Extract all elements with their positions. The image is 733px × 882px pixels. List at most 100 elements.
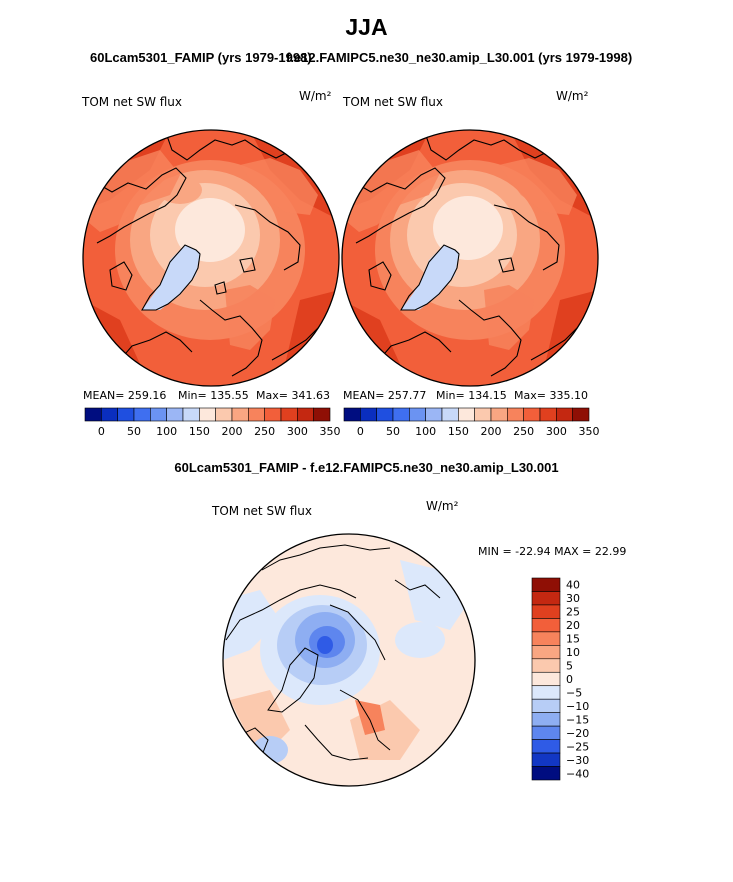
colorbar-swatch [531, 725, 561, 740]
colorbar-swatch [523, 407, 541, 422]
colorbar-tick-label: 250 [513, 425, 534, 438]
left-colorbar: 0 50 100 150 200 250 300 350 [84, 407, 341, 438]
right-max: Max= 335.10 [514, 389, 588, 402]
colorbar-swatch [133, 407, 151, 422]
right-min: Min= 134.15 [436, 389, 507, 402]
diff-variable-label: TOM net SW flux [212, 504, 313, 518]
colorbar-swatch [531, 591, 561, 606]
right-polar-map [341, 129, 599, 387]
colorbar-tick-label: −25 [566, 740, 589, 753]
right-variable-label: TOM net SW flux [343, 95, 444, 109]
colorbar-tick-label: 150 [448, 425, 469, 438]
colorbar-tick-label: 100 [156, 425, 177, 438]
colorbar-swatch [531, 698, 561, 713]
colorbar-swatch [360, 407, 377, 422]
colorbar-swatch [531, 577, 561, 592]
colorbar-swatch [531, 658, 561, 673]
colorbar-swatch [313, 407, 331, 422]
colorbar-swatch [531, 712, 561, 727]
colorbar-swatch [343, 407, 361, 422]
colorbar-tick-label: 100 [415, 425, 436, 438]
left-units-label: W/m² [299, 89, 332, 103]
colorbar-swatch [556, 407, 573, 422]
right-units-label: W/m² [556, 89, 589, 103]
colorbar-tick-label: 50 [127, 425, 141, 438]
colorbar-swatch [531, 645, 561, 660]
colorbar-tick-label: −40 [566, 767, 589, 780]
colorbar-swatch [531, 671, 561, 687]
diff-units-label: W/m² [426, 499, 459, 513]
figure-title: JJA [345, 14, 388, 40]
colorbar-tick-label: 30 [566, 592, 580, 605]
colorbar-swatch [458, 407, 475, 422]
colorbar-swatch [531, 685, 561, 700]
colorbar-tick-label: −15 [566, 713, 589, 726]
colorbar-swatch [215, 407, 233, 422]
diff-title: 60Lcam5301_FAMIP - f.e12.FAMIPC5.ne30_ne… [174, 460, 559, 475]
colorbar-swatch [531, 739, 561, 754]
right-colorbar: 0 50 100 150 200 250 300 350 [343, 407, 600, 438]
colorbar-swatch [474, 407, 492, 422]
colorbar-swatch [531, 752, 561, 767]
colorbar-swatch [531, 766, 561, 781]
colorbar-swatch [392, 407, 410, 422]
colorbar-swatch [376, 407, 394, 422]
colorbar-swatch [231, 407, 249, 422]
colorbar-tick-label: 250 [254, 425, 275, 438]
diff-minmax-label: MIN = -22.94 MAX = 22.99 [478, 545, 627, 558]
colorbar-tick-label: 15 [566, 633, 580, 646]
colorbar-swatch [507, 407, 524, 422]
colorbar-swatch [531, 604, 561, 619]
colorbar-swatch [280, 407, 298, 422]
colorbar-swatch [84, 407, 102, 422]
colorbar-tick-label: −5 [566, 686, 582, 699]
left-max: Max= 341.63 [256, 389, 330, 402]
colorbar-tick-label: 350 [579, 425, 600, 438]
colorbar-tick-label: 10 [566, 646, 580, 659]
colorbar-tick-label: 25 [566, 606, 580, 619]
colorbar-tick-label: 300 [546, 425, 567, 438]
colorbar-tick-label: −20 [566, 727, 589, 740]
colorbar-swatch [101, 407, 118, 422]
colorbar-swatch [264, 407, 282, 422]
colorbar-tick-label: 200 [481, 425, 502, 438]
colorbar-swatch [166, 407, 184, 422]
colorbar-tick-label: 20 [566, 619, 580, 632]
colorbar-swatch [441, 407, 459, 422]
right-mean: MEAN= 257.77 [343, 389, 427, 402]
colorbar-swatch [531, 631, 561, 646]
colorbar-tick-label: −30 [566, 754, 589, 767]
panel-right-title: f.e12.FAMIPC5.ne30_ne30.amip_L30.001 (yr… [286, 50, 633, 65]
colorbar-tick-label: 0 [98, 425, 105, 438]
colorbar-tick-label: 0 [566, 673, 573, 686]
colorbar-swatch [409, 407, 426, 422]
left-min: Min= 135.55 [178, 389, 249, 402]
colorbar-swatch [199, 407, 216, 422]
colorbar-swatch [182, 407, 200, 422]
colorbar-swatch [572, 407, 590, 422]
colorbar-tick-label: 150 [189, 425, 210, 438]
colorbar-tick-label: 350 [320, 425, 341, 438]
colorbar-tick-label: 0 [357, 425, 364, 438]
colorbar-tick-label: 5 [566, 660, 573, 673]
colorbar-swatch [117, 407, 135, 422]
colorbar-swatch [248, 407, 265, 422]
colorbar-tick-label: 50 [386, 425, 400, 438]
colorbar-tick-label: 200 [222, 425, 243, 438]
panel-left-title: 60Lcam5301_FAMIP (yrs 1979-1998) [90, 50, 312, 65]
colorbar-swatch [425, 407, 443, 422]
diff-polar-map [222, 533, 476, 787]
colorbar-swatch [490, 407, 508, 422]
colorbar-tick-label: 40 [566, 579, 580, 592]
left-variable-label: TOM net SW flux [82, 95, 183, 109]
colorbar-swatch [531, 618, 561, 633]
colorbar-tick-label: 300 [287, 425, 308, 438]
colorbar-swatch [297, 407, 314, 422]
colorbar-swatch [539, 407, 557, 422]
colorbar-swatch [150, 407, 167, 422]
left-polar-map [82, 129, 340, 387]
left-mean: MEAN= 259.16 [83, 389, 167, 402]
colorbar-tick-label: −10 [566, 700, 589, 713]
